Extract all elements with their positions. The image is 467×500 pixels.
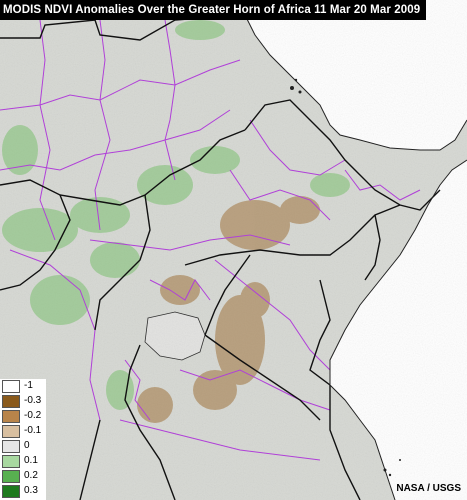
legend-label: -0.2 [24,410,42,421]
coastline [239,0,467,500]
legend-label: -1 [24,380,33,391]
legend-swatch [2,485,20,498]
positive-anomaly-areas [2,20,350,410]
negative-anomaly-areas [137,196,320,423]
legend-item: -1 [0,379,46,394]
legend-swatch [2,410,20,423]
map-title-bar: MODIS NDVI Anomalies Over the Greater Ho… [0,0,427,20]
map-title: MODIS NDVI Anomalies Over the Greater Ho… [3,4,421,16]
legend-label: -0.3 [24,395,42,406]
legend-label: 0.3 [24,485,38,496]
legend-swatch [2,380,20,393]
legend-label: -0.1 [24,425,42,436]
legend-swatch [2,455,20,468]
legend-item: -0.2 [0,409,46,424]
legend-label: 0 [24,440,30,451]
legend-item: 0.1 [0,454,46,469]
legend-swatch [2,440,20,453]
legend-item: 0.2 [0,469,46,484]
legend-swatch [2,395,20,408]
islands [290,78,401,477]
legend-item: 0.3 [0,484,46,499]
legend-label: 0.1 [24,455,38,466]
legend-swatch [2,425,20,438]
legend-item: -0.3 [0,394,46,409]
country-boundaries [0,14,441,500]
legend-label: 0.2 [24,470,38,481]
credit-label: NASA / USGS [396,483,461,494]
legend-item: 0 [0,439,46,454]
admin-boundaries [0,19,421,461]
legend: -1 -0.3 -0.2 -0.1 0 0.1 0.2 0.3 [0,379,46,500]
legend-item: -0.1 [0,424,46,439]
legend-swatch [2,470,20,483]
